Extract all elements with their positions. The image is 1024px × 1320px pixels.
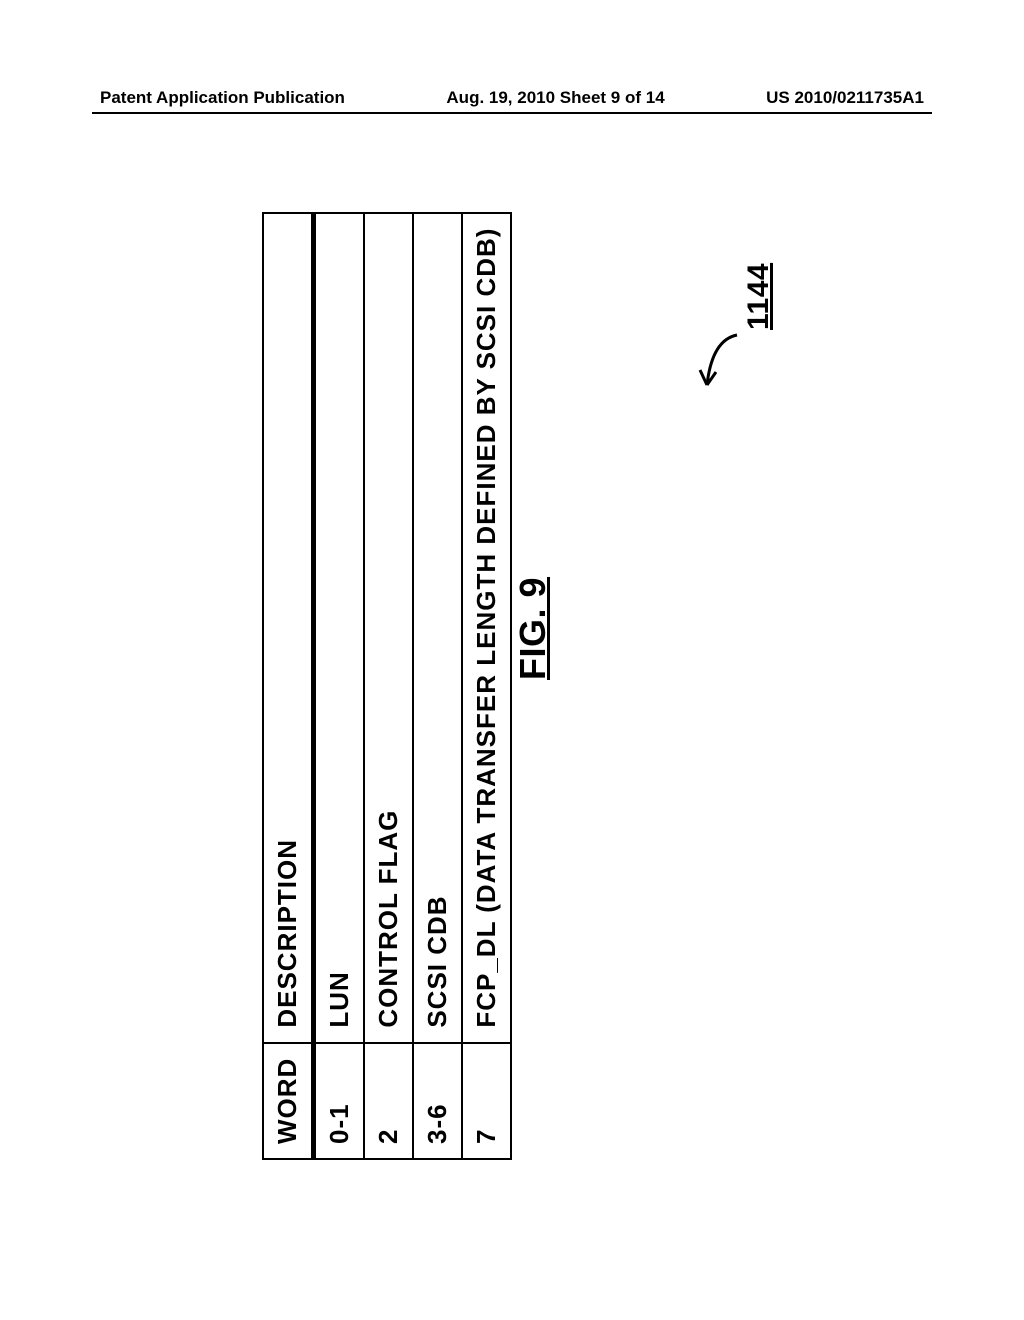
header-center: Aug. 19, 2010 Sheet 9 of 14 — [446, 88, 664, 108]
figure-title: FIG. 9 — [512, 577, 554, 680]
cell-desc: CONTROL FLAG — [364, 213, 413, 1043]
table-row: 3-6 SCSI CDB — [413, 213, 462, 1159]
table-row: 0-1 LUN — [314, 213, 365, 1159]
cell-word: 2 — [364, 1043, 413, 1159]
table-row: 2 CONTROL FLAG — [364, 213, 413, 1159]
cell-desc: LUN — [314, 213, 365, 1043]
cell-desc: FCP_DL (DATA TRANSFER LENGTH DEFINED BY … — [462, 213, 511, 1043]
header-right: US 2010/0211735A1 — [766, 88, 924, 108]
col-header-desc: DESCRIPTION — [263, 213, 314, 1043]
figure-area: FIG. 9 1144 WORD DESCRIPTION 0-1 LUN 2 C… — [92, 140, 932, 1220]
table-header-row: WORD DESCRIPTION — [263, 213, 314, 1159]
leader-arrow — [692, 330, 742, 410]
header-left: Patent Application Publication — [100, 88, 345, 108]
reference-number: 1144 — [742, 263, 776, 330]
cell-word: 7 — [462, 1043, 511, 1159]
table-row: 7 FCP_DL (DATA TRANSFER LENGTH DEFINED B… — [462, 213, 511, 1159]
cell-word: 3-6 — [413, 1043, 462, 1159]
header-rule — [92, 112, 932, 114]
cell-word: 0-1 — [314, 1043, 365, 1159]
col-header-word: WORD — [263, 1043, 314, 1159]
fcp-table: WORD DESCRIPTION 0-1 LUN 2 CONTROL FLAG … — [262, 212, 512, 1160]
page-header: Patent Application Publication Aug. 19, … — [0, 88, 1024, 108]
cell-desc: SCSI CDB — [413, 213, 462, 1043]
